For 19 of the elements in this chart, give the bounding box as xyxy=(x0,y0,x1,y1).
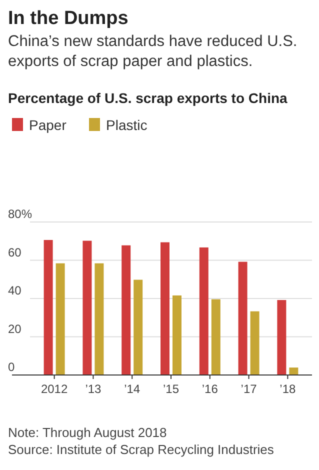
y-tick-label: 20 xyxy=(8,322,22,336)
x-tick-label: ’13 xyxy=(85,382,102,396)
legend-label: Plastic xyxy=(106,117,148,133)
x-tick-label: ’15 xyxy=(162,382,180,396)
y-tick-label: 80% xyxy=(8,207,32,221)
x-tick-label: ’14 xyxy=(124,382,140,396)
x-tick-label: ’18 xyxy=(280,382,296,396)
source-note: Source: Institute of Scrap Recycling Industries xyxy=(8,442,274,457)
chart-title: In the Dumps xyxy=(8,8,128,29)
x-tick-label: ’16 xyxy=(202,382,218,396)
legend-label: Paper xyxy=(29,117,67,133)
text: Note: Through August 2018 xyxy=(8,425,167,440)
y-tick-label: 0 xyxy=(8,360,15,374)
y-tick-label: 40 xyxy=(8,284,22,298)
x-tick-label: ’17 xyxy=(240,382,258,396)
y-tick-label: 60 xyxy=(8,245,22,260)
text: Percentage of U.S. scrap exports to China xyxy=(8,90,288,106)
x-tick-label: 2012 xyxy=(40,382,68,396)
chart-subtitle: China’s new standards have reduced U.S. exports of scrap paper and plastics. xyxy=(8,33,298,70)
